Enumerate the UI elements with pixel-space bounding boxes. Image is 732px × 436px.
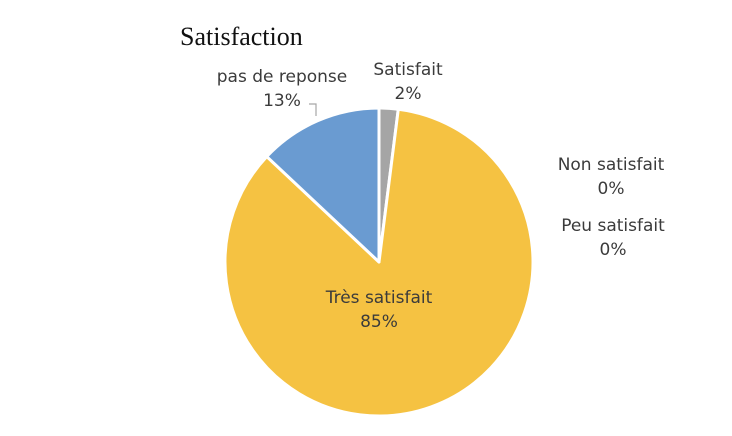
slice-label-peu-satisfait: Peu satisfait 0%: [561, 216, 665, 260]
slice-label-category: Non satisfait: [558, 155, 665, 175]
slice-label-pas-de-reponse: pas de reponse 13%: [217, 67, 347, 111]
slice-label-value: 85%: [360, 312, 398, 332]
pie-slice-pas-de-reponse: [265, 106, 381, 264]
slice-label-value: 0%: [598, 179, 625, 199]
slice-label-value: 0%: [600, 240, 627, 260]
slice-label-satisfait: Satisfait 2%: [373, 60, 443, 104]
chart-title: Satisfaction: [180, 22, 303, 51]
slice-label-non-satisfait: Non satisfait 0%: [558, 155, 665, 199]
slice-label-category: Très satisfait: [325, 288, 433, 308]
slice-label-category: Satisfait: [373, 60, 443, 80]
slice-label-value: 2%: [395, 84, 422, 104]
slice-labels: Satisfait 2% Très satisfait 85% pas de repon…: [217, 60, 665, 332]
leader-lines: [309, 103, 317, 116]
pie-slices: [223, 106, 535, 418]
slice-label-category: Peu satisfait: [561, 216, 665, 236]
slice-label-tres-satisfait: Très satisfait 85%: [325, 288, 433, 332]
slice-label-category: pas de reponse: [217, 67, 347, 87]
leader-line-pas-de-reponse: [309, 103, 317, 116]
slice-label-value: 13%: [263, 91, 301, 111]
